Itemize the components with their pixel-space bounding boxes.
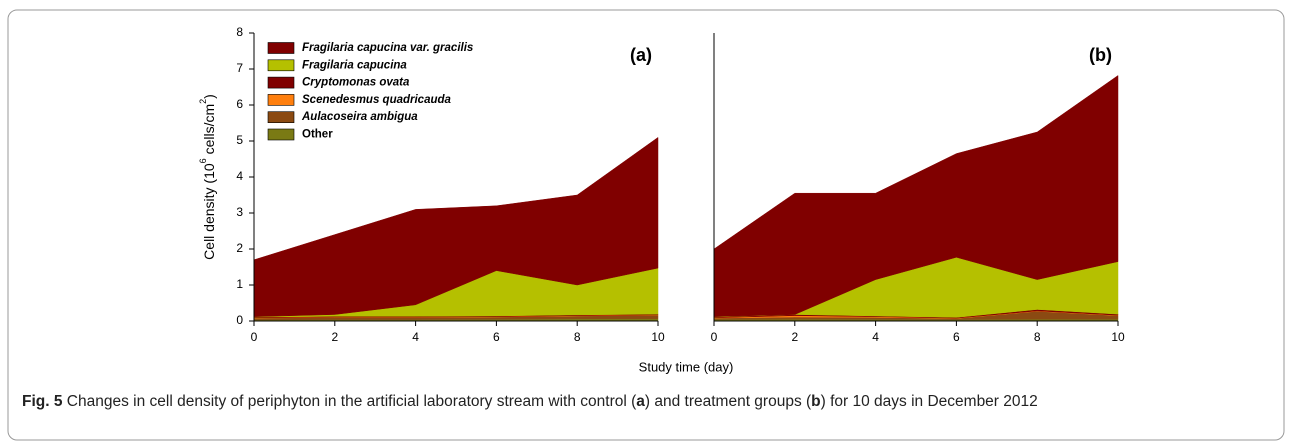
legend-label: Fragilaria capucina var. gracilis — [302, 42, 473, 54]
caption: Fig. 5 Changes in cell density of periph… — [22, 390, 1272, 414]
y-label-sup: 2 — [198, 99, 208, 104]
legend-label: Other — [302, 129, 333, 141]
y-tick-label: 1 — [236, 277, 243, 291]
y-tick-label: 7 — [236, 61, 243, 75]
y-axis-label: Cell density (106 cells/cm2) — [198, 94, 216, 260]
caption-label: Fig. 5 — [22, 393, 63, 410]
figure-frame — [7, 9, 1285, 441]
x-tick-label: 8 — [1034, 330, 1041, 344]
legend-swatch — [267, 94, 295, 106]
caption-text: Changes in cell density of periphyton in… — [62, 393, 637, 410]
area — [713, 75, 1119, 317]
x-tick-label: 6 — [493, 330, 500, 344]
caption-text: a — [636, 393, 645, 410]
area — [253, 136, 659, 317]
y-tick-label: 4 — [236, 169, 243, 183]
y-tick-label: 2 — [236, 241, 243, 255]
legend-swatch — [267, 111, 295, 123]
x-tick-label: 0 — [251, 330, 258, 344]
legend-label: Fragilaria capucina — [302, 59, 407, 71]
x-tick-label: 2 — [791, 330, 798, 344]
legend-swatch — [267, 128, 295, 141]
caption-text: b — [811, 393, 821, 410]
x-tick-label: 2 — [331, 330, 338, 344]
panel-label: (b) — [1089, 45, 1112, 65]
y-tick-label: 5 — [236, 133, 243, 147]
y-label-part: Cell density (10 — [201, 163, 217, 260]
caption-text: ) and treatment groups ( — [644, 393, 812, 410]
x-axis-label: Study time (day) — [639, 359, 734, 374]
y-tick-label: 0 — [236, 313, 243, 327]
y-tick-label: 3 — [236, 205, 243, 219]
legend-label: Cryptomonas ovata — [302, 77, 410, 89]
x-tick-label: 10 — [651, 330, 665, 344]
y-label-part: cells/cm — [201, 104, 217, 158]
x-tick-label: 6 — [953, 330, 960, 344]
legend-swatch — [267, 42, 295, 54]
caption-text: ) for 10 days in December 2012 — [820, 393, 1038, 410]
y-label-part: ) — [201, 94, 217, 99]
y-tick-label: 6 — [236, 97, 243, 111]
x-tick-label: 0 — [711, 330, 718, 344]
x-tick-label: 10 — [1111, 330, 1125, 344]
legend-swatch — [267, 59, 295, 72]
x-tick-label: 4 — [412, 330, 419, 344]
panel-label: (a) — [630, 45, 652, 65]
x-tick-label: 8 — [574, 330, 581, 344]
y-tick-label: 8 — [236, 25, 243, 39]
y-label-sup: 6 — [198, 158, 208, 163]
x-tick-label: 4 — [872, 330, 879, 344]
legend-label: Scenedesmus quadricauda — [302, 94, 452, 106]
legend-label: Aulacoseira ambigua — [301, 111, 418, 123]
legend-swatch — [267, 76, 295, 89]
